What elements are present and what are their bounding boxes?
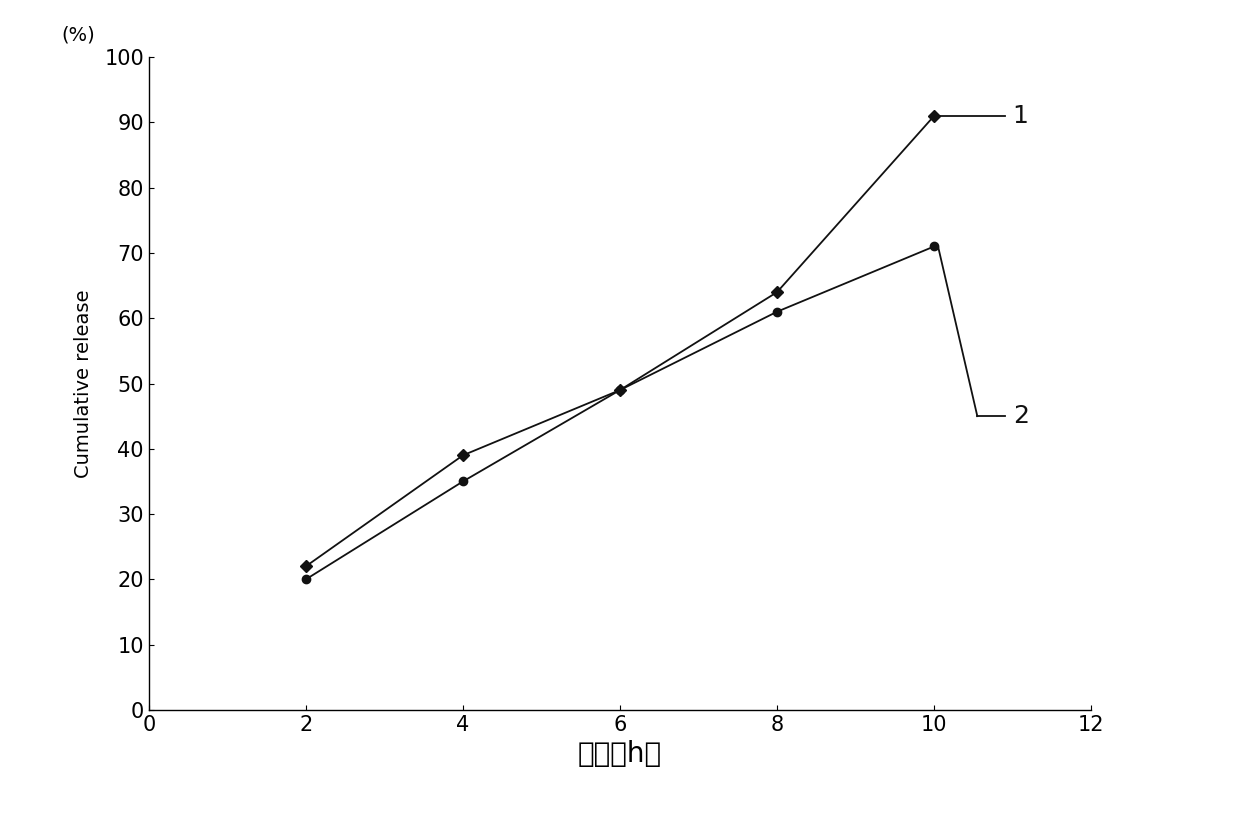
Y-axis label: Cumulative release: Cumulative release: [74, 289, 93, 478]
Text: 2: 2: [1013, 404, 1029, 428]
X-axis label: 时间（h）: 时间（h）: [578, 740, 662, 769]
Text: (%): (%): [61, 25, 95, 44]
Text: 1: 1: [1013, 104, 1028, 128]
